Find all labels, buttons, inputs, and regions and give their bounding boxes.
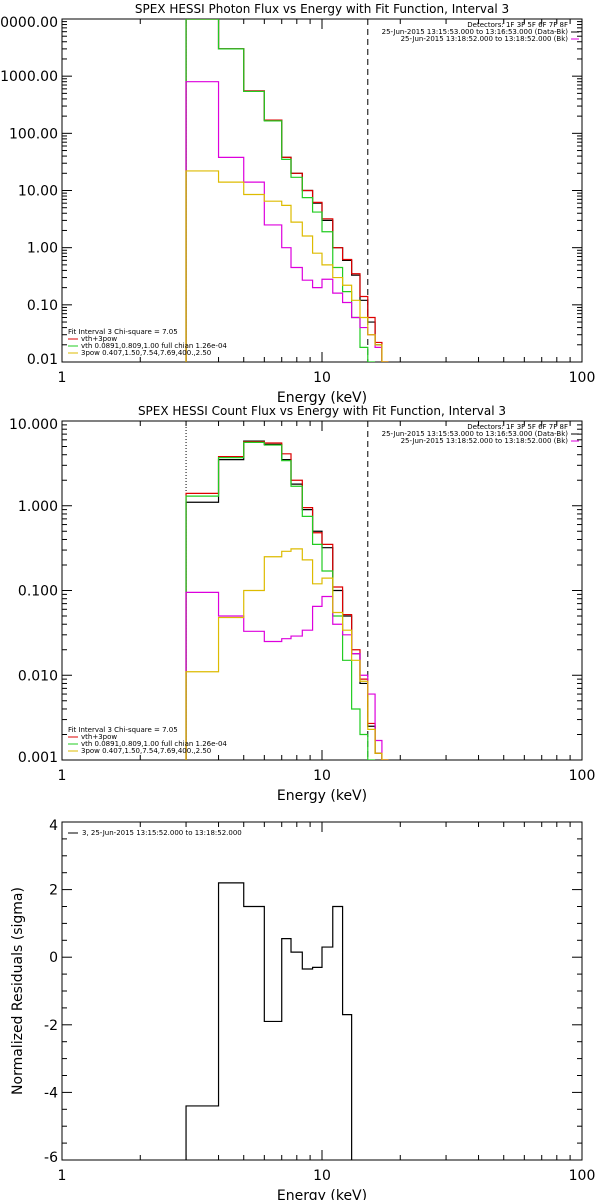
- y-tick-label: 10.00: [18, 184, 58, 200]
- series-line-1: [185, 882, 353, 1160]
- chart-title: SPEX HESSI Count Flux vs Energy with Fit…: [138, 404, 506, 418]
- series-line-1: [185, 19, 389, 362]
- x-tick-label: 10: [313, 370, 331, 386]
- y-tick-label: 100.00: [9, 126, 58, 142]
- y-tick-label: 0.001: [18, 750, 58, 766]
- y-tick-label: 1.000: [18, 499, 58, 515]
- x-tick-label: 100: [569, 370, 596, 386]
- series-line-1: [185, 440, 389, 760]
- series-line-5: [185, 170, 389, 362]
- legend-title: Fit Interval 3 Chi-square = 7.05: [68, 726, 178, 734]
- chart-panel-3: 1 10 100 -6 -4 -2 0 2 4 Energy (keV) Normalized Re…: [10, 818, 595, 1200]
- info-line: 25-Jun-2015 13:18:52.000 to 13:18:52.000…: [401, 437, 569, 445]
- legend-label: 3pow 0.407,1.50,7.54,7.69,400.,2.50: [81, 349, 211, 357]
- y-tick-label: 2: [49, 883, 58, 899]
- x-tick-label: 10: [313, 768, 331, 784]
- info-line: 25-Jun-2015 13:15:53.000 to 13:16:53.000…: [382, 430, 569, 438]
- series-line-4: [185, 591, 389, 760]
- x-tick-label: 1: [58, 768, 67, 784]
- info-line: Detectors: 1F 3F 5F 6F 7F 8F: [467, 21, 568, 29]
- x-tick-label: 1: [58, 1168, 67, 1184]
- legend-label: vth+3pow: [81, 733, 117, 741]
- x-axis-label: Energy (keV): [277, 1188, 367, 1200]
- x-tick-label: 1: [58, 370, 67, 386]
- y-tick-label: -2: [44, 1018, 58, 1034]
- chart-panel-2: SPEX HESSI Count Flux vs Energy with Fit…: [9, 404, 595, 804]
- series-line-4: [185, 81, 389, 362]
- y-tick-label: 0.01: [27, 352, 58, 368]
- series-group: [185, 882, 353, 1160]
- y-tick-label: 0: [49, 950, 58, 966]
- x-tick-label: 10: [313, 1168, 331, 1184]
- x-tick-label: 100: [569, 768, 596, 784]
- chart-panel-1: SPEX HESSI Photon Flux vs Energy with Fi…: [0, 2, 595, 406]
- y-tick-label: 10.000: [9, 417, 58, 433]
- series-line-2: [185, 441, 389, 760]
- legend-label: 3, 25-Jun-2015 13:15:52.000 to 13:18:52.…: [82, 829, 242, 837]
- series-group: [185, 440, 389, 760]
- y-tick-label: -4: [44, 1085, 58, 1101]
- y-tick-label: 0.010: [18, 668, 58, 684]
- y-tick-label: 0.100: [18, 584, 58, 600]
- info-line: Detectors: 1F 3F 5F 6F 7F 8F: [467, 423, 568, 431]
- series-line-5: [185, 548, 389, 760]
- y-tick-label: 1000.00: [0, 69, 58, 85]
- series-group: [185, 19, 389, 362]
- series-line-2: [185, 19, 389, 362]
- plot-frame: [61, 420, 583, 761]
- legend-label: 3pow 0.407,1.50,7.54,7.69,400.,2.50: [81, 747, 211, 755]
- plot-frame: [61, 821, 583, 1161]
- x-tick-label: 100: [569, 1168, 596, 1184]
- info-line: 25-Jun-2015 13:18:52.000 to 13:18:52.000…: [401, 35, 569, 43]
- y-tick-label: 1.00: [27, 241, 58, 257]
- series-line-3: [185, 19, 376, 362]
- legend-title: Fit Interval 3 Chi-square = 7.05: [68, 328, 178, 336]
- legend-label: vth 0.0891,0.809,1.00 full chian 1.26e-0…: [81, 342, 227, 350]
- y-tick-label: 10000.00: [0, 15, 58, 31]
- y-tick-label: 4: [49, 818, 58, 834]
- plot-frame: [61, 18, 583, 363]
- y-axis-label: Normalized Residuals (sigma): [10, 887, 26, 1095]
- series-line-3: [185, 441, 376, 760]
- legend-label: vth+3pow: [81, 335, 117, 343]
- x-axis-label: Energy (keV): [277, 788, 367, 804]
- chart-title: SPEX HESSI Photon Flux vs Energy with Fi…: [135, 2, 509, 16]
- legend-label: vth 0.0891,0.809,1.00 full chian 1.26e-0…: [81, 740, 227, 748]
- y-tick-label: 0.10: [27, 298, 58, 314]
- info-line: 25-Jun-2015 13:15:53.000 to 13:16:53.000…: [382, 28, 569, 36]
- y-tick-label: -6: [44, 1150, 58, 1166]
- x-axis-label: Energy (keV): [277, 390, 367, 406]
